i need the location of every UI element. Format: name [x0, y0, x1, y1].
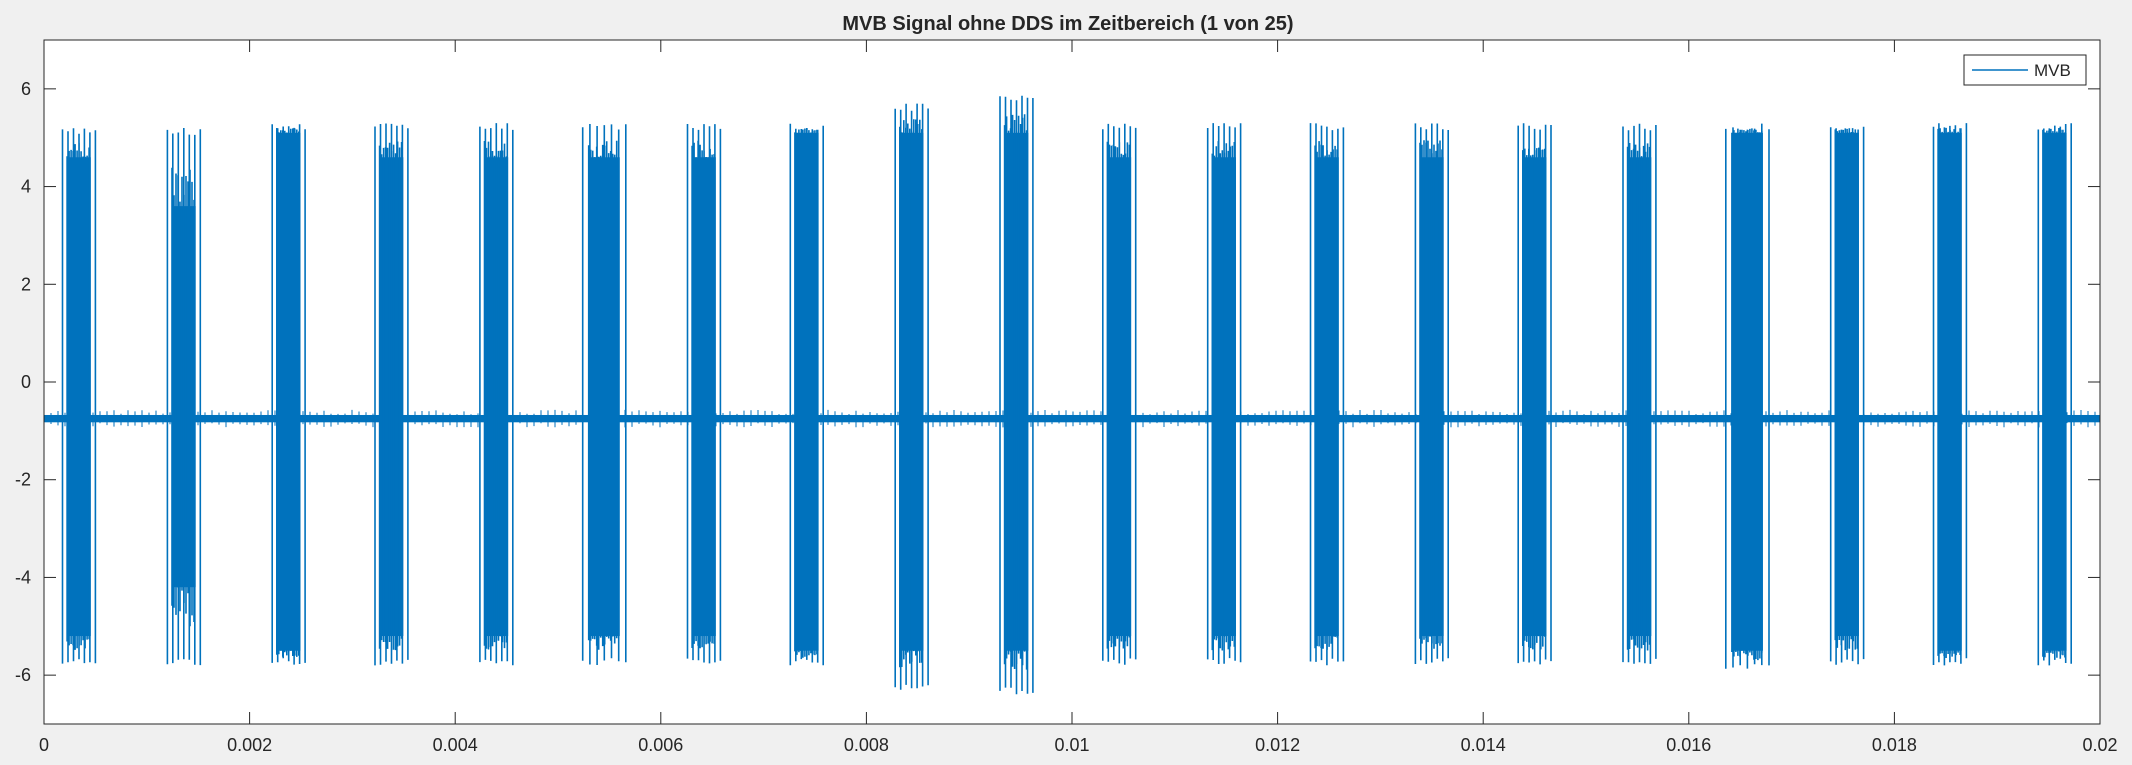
x-tick-label: 0.016: [1666, 735, 1711, 755]
signal-burst-edges: [1309, 123, 1345, 666]
signal-burst-edges: [1517, 123, 1552, 665]
x-tick-label: 0.004: [433, 735, 478, 755]
signal-layer: [43, 95, 2100, 695]
signal-burst-edges: [1414, 123, 1449, 664]
x-tick-label: 0.01: [1054, 735, 1089, 755]
signal-burst-edges: [2037, 123, 2072, 666]
signal-burst-edges: [1622, 123, 1657, 664]
signal-baseline: [44, 414, 2100, 423]
signal-burst-edges: [686, 124, 722, 664]
signal-burst-edges: [374, 123, 409, 666]
tick-layer: 0 0.002 0.004 0.006 0.008 0.01 0.012 0.014 0.016…: [15, 40, 2118, 755]
x-tick-label: 0.014: [1461, 735, 1506, 755]
signal-burst-edges: [1725, 123, 1770, 669]
signal-burst-edges: [1102, 123, 1137, 665]
signal-burst-edges: [166, 128, 202, 666]
signal-burst-edges: [1206, 123, 1242, 664]
y-tick-label: 4: [21, 177, 31, 197]
signal-burst-edges: [271, 124, 306, 665]
axes-frame: [43, 39, 2101, 725]
signal-burst-edges: [1829, 126, 1865, 665]
signal-burst-edges: [999, 95, 1034, 695]
y-tick-label: -6: [15, 665, 31, 685]
y-tick-label: -2: [15, 470, 31, 490]
signal-burst-edges: [61, 128, 97, 664]
x-tick-label: 0.012: [1255, 735, 1300, 755]
signal-burst-edges: [1932, 123, 1968, 666]
legend[interactable]: MVB: [1963, 54, 2087, 86]
x-tick-label: 0.008: [844, 735, 889, 755]
y-tick-label: 2: [21, 274, 31, 294]
y-tick-label: -4: [15, 567, 31, 587]
signal-burst-edges: [581, 124, 627, 665]
x-tick-label: 0.018: [1872, 735, 1917, 755]
x-tick-label: 0.006: [638, 735, 683, 755]
x-tick-label: 0: [39, 735, 49, 755]
y-tick-label: 0: [21, 372, 31, 392]
signal-burst-edges: [789, 123, 824, 666]
signal-burst-edges: [894, 103, 929, 690]
x-tick-label: 0.002: [227, 735, 272, 755]
y-tick-label: 6: [21, 79, 31, 99]
chart-title: MVB Signal ohne DDS im Zeitbereich (1 vo…: [842, 13, 1293, 35]
axes-background: [44, 40, 2100, 724]
signal-burst-edges: [479, 123, 514, 666]
x-tick-label: 0.02: [2082, 735, 2117, 755]
legend-label: MVB: [2034, 61, 2071, 80]
